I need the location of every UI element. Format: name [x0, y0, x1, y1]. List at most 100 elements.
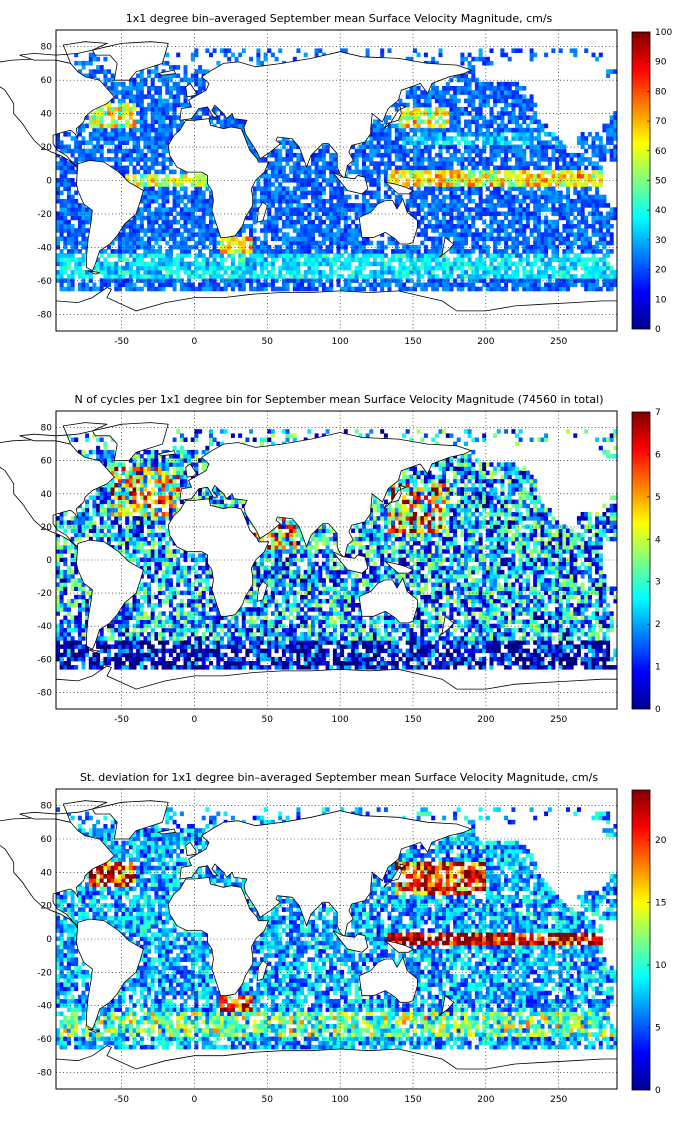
heatmap-cell [434, 127, 439, 133]
heatmap-cell [580, 257, 585, 262]
heatmap-cell [525, 219, 530, 225]
heatmap-cell [63, 270, 68, 275]
heatmap-cell [63, 157, 68, 162]
heatmap-cell [536, 219, 541, 225]
heatmap-cell [409, 257, 414, 262]
heatmap-cell [270, 182, 275, 187]
heatmap-cell [176, 219, 181, 225]
heatmap-cell [260, 249, 264, 254]
heatmap-cell [187, 661, 192, 666]
heatmap-cell [573, 207, 578, 212]
heatmap-cell [183, 261, 188, 267]
heatmap-cell [536, 157, 541, 162]
heatmap-cell [489, 198, 494, 204]
heatmap-cell [573, 152, 578, 158]
heatmap-cell [241, 282, 246, 288]
heatmap-cell [325, 253, 330, 258]
heatmap-cell [500, 182, 505, 187]
heatmap-cell [223, 270, 228, 275]
heatmap-cell [431, 132, 436, 137]
heatmap-cell [252, 203, 257, 208]
heatmap-cell [230, 257, 235, 262]
heatmap-cell [190, 203, 195, 208]
heatmap-cell [380, 286, 385, 292]
heatmap-cell [179, 261, 184, 267]
heatmap-cell [318, 148, 323, 154]
heatmap-cell [569, 274, 574, 279]
heatmap-cell [525, 98, 530, 104]
heatmap-cell [580, 198, 585, 204]
heatmap-cell [584, 203, 589, 208]
heatmap-cell [478, 278, 483, 283]
heatmap-cell [117, 236, 122, 242]
heatmap-cell [398, 165, 403, 171]
heatmap-cell [139, 115, 144, 120]
heatmap-cell [311, 656, 315, 662]
heatmap-cell [314, 169, 319, 175]
heatmap-cell [438, 169, 443, 175]
heatmap-cell [249, 144, 254, 150]
heatmap-cell [88, 152, 93, 158]
heatmap-cell [445, 661, 450, 666]
heatmap-cell [423, 198, 428, 204]
heatmap-cell [445, 232, 450, 237]
heatmap-cell [405, 270, 410, 275]
heatmap-cell [99, 123, 104, 129]
heatmap-cell [529, 48, 534, 53]
heatmap-cell [445, 286, 450, 292]
heatmap-cell [449, 182, 454, 187]
heatmap-cell [128, 228, 133, 233]
heatmap-cell [351, 236, 356, 242]
heatmap-cell [456, 90, 461, 95]
heatmap-cell [256, 278, 261, 283]
heatmap-cell [59, 278, 64, 283]
heatmap-cell [158, 119, 162, 125]
heatmap-cell [595, 161, 600, 166]
heatmap-cell [423, 102, 428, 108]
heatmap-cell [139, 274, 144, 279]
heatmap-cell [136, 144, 141, 150]
heatmap-cell [445, 165, 450, 171]
heatmap-cell [103, 123, 108, 129]
heatmap-cell [190, 182, 195, 187]
heatmap-cell [292, 236, 297, 242]
heatmap-cell [387, 161, 392, 166]
heatmap-cell [474, 261, 479, 267]
heatmap-cell [70, 244, 75, 250]
heatmap-cell [136, 270, 141, 275]
heatmap-cell [362, 190, 366, 196]
heatmap-cell [609, 123, 614, 129]
heatmap-cell [205, 106, 210, 112]
heatmap-cell [558, 274, 563, 279]
heatmap-cell [420, 119, 425, 125]
heatmap-cell [143, 119, 148, 125]
heatmap-cell [161, 274, 166, 279]
heatmap-cell [66, 194, 71, 200]
heatmap-cell [292, 161, 297, 166]
heatmap-cell [121, 169, 126, 175]
heatmap-cell [161, 198, 166, 204]
heatmap-cell [602, 244, 607, 250]
heatmap-cell [110, 157, 115, 162]
heatmap-cell [128, 123, 133, 129]
heatmap-cell [358, 665, 363, 670]
heatmap-cell [252, 148, 257, 154]
heatmap-cell [566, 228, 570, 233]
heatmap-cell [562, 228, 567, 233]
heatmap-cell [595, 270, 600, 275]
heatmap-cell [150, 178, 155, 183]
heatmap-cell [598, 169, 603, 175]
heatmap-cell [511, 240, 516, 246]
heatmap-cell [311, 261, 315, 267]
heatmap-cell [285, 249, 290, 254]
heatmap-cell [121, 661, 126, 666]
heatmap-cell [555, 236, 560, 242]
heatmap-cell [194, 182, 199, 187]
heatmap-cell [460, 270, 465, 275]
heatmap-cell [314, 198, 319, 204]
heatmap-cell [587, 244, 592, 250]
heatmap-cell [489, 140, 494, 145]
heatmap-cell [536, 178, 541, 183]
heatmap-cell [442, 232, 447, 237]
